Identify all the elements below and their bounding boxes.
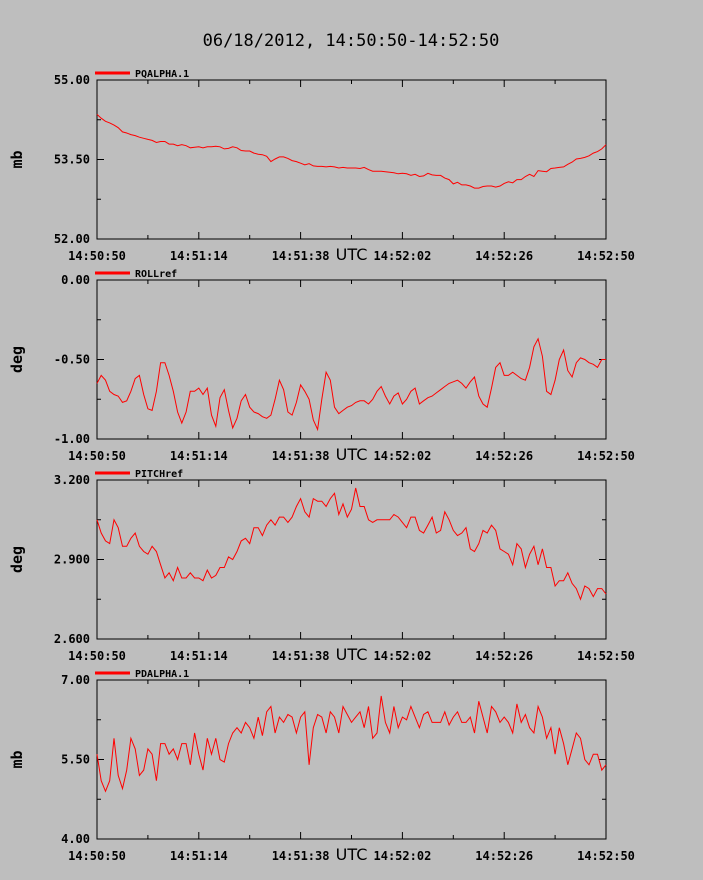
panel-4: 14:50:50 14:51:14 14:51:38 14:52:02 14:52:26… bbox=[8, 669, 635, 864]
y-tick-label: 2.900 bbox=[54, 553, 90, 567]
x-tick-label: 14:51:14 bbox=[170, 249, 228, 263]
legend-label: PITCHref bbox=[135, 469, 183, 480]
legend-label: ROLLref bbox=[135, 269, 177, 280]
x-tick-label: 14:52:26 bbox=[475, 849, 533, 863]
y-tick-label: 5.50 bbox=[61, 753, 90, 767]
plot-frame bbox=[96, 679, 607, 840]
y-tick-label: 52.00 bbox=[54, 232, 90, 246]
legend-label: PDALPHA.1 bbox=[135, 669, 189, 680]
x-tick-label: 14:50:50 bbox=[68, 449, 126, 463]
y-axis-label: deg bbox=[8, 546, 26, 573]
y-axis-label: deg bbox=[8, 346, 26, 373]
series-line bbox=[96, 337, 606, 432]
x-tick-label: 14:52:26 bbox=[475, 449, 533, 463]
x-tick-label: 14:51:14 bbox=[170, 849, 228, 863]
series-line bbox=[96, 695, 607, 793]
x-axis-unit: UTC bbox=[336, 845, 368, 864]
y-tick-label: 2.600 bbox=[54, 632, 90, 646]
x-tick-label: 14:50:50 bbox=[68, 849, 126, 863]
y-axis-label: mb bbox=[8, 150, 26, 168]
plot-frame bbox=[96, 79, 607, 240]
panel-3: 14:50:50 14:51:14 14:51:38 14:52:02 14:52:26… bbox=[8, 469, 635, 664]
y-tick-label: 3.200 bbox=[54, 473, 90, 487]
series-line bbox=[96, 114, 607, 189]
y-tick-label: 55.00 bbox=[54, 73, 90, 87]
x-tick-label: 14:52:02 bbox=[374, 849, 432, 863]
x-tick-label: 14:51:38 bbox=[272, 449, 330, 463]
x-axis-unit: UTC bbox=[336, 645, 368, 664]
x-axis-unit: UTC bbox=[336, 445, 368, 464]
x-tick-label: 14:52:26 bbox=[475, 249, 533, 263]
x-tick-label: 14:51:38 bbox=[272, 849, 330, 863]
chart-panels: 14:50:50 14:51:14 14:51:38 14:52:02 14:52:26… bbox=[8, 69, 635, 864]
plot-frame bbox=[96, 279, 607, 440]
y-tick-label: -0.50 bbox=[54, 353, 90, 367]
y-tick-label: -1.00 bbox=[54, 432, 90, 446]
panel-2: 14:50:50 14:51:14 14:51:38 14:52:02 14:52:26… bbox=[8, 269, 635, 464]
legend-label: PQALPHA.1 bbox=[135, 69, 189, 80]
x-tick-label: 14:52:26 bbox=[475, 649, 533, 663]
chart-title: 06/18/2012, 14:50:50-14:52:50 bbox=[203, 31, 500, 51]
y-axis-label: mb bbox=[8, 750, 26, 768]
x-tick-label: 14:51:38 bbox=[272, 249, 330, 263]
y-tick-label: 7.00 bbox=[61, 673, 90, 687]
y-tick-label: 53.50 bbox=[54, 153, 90, 167]
x-tick-label: 14:52:02 bbox=[374, 249, 432, 263]
x-tick-label: 14:52:50 bbox=[577, 249, 635, 263]
x-axis-unit: UTC bbox=[336, 245, 368, 264]
x-tick-label: 14:51:38 bbox=[272, 649, 330, 663]
series-line bbox=[96, 487, 607, 601]
y-tick-label: 0.00 bbox=[61, 273, 90, 287]
x-tick-label: 14:52:50 bbox=[577, 849, 635, 863]
x-tick-label: 14:52:50 bbox=[577, 649, 635, 663]
x-tick-label: 14:52:02 bbox=[374, 449, 432, 463]
plot-frame bbox=[96, 479, 607, 640]
x-tick-label: 14:51:14 bbox=[170, 449, 228, 463]
x-tick-label: 14:50:50 bbox=[68, 249, 126, 263]
y-tick-label: 4.00 bbox=[61, 832, 90, 846]
x-tick-label: 14:52:02 bbox=[374, 649, 432, 663]
panel-1: 14:50:50 14:51:14 14:51:38 14:52:02 14:52:26… bbox=[8, 69, 635, 264]
x-tick-label: 14:52:50 bbox=[577, 449, 635, 463]
x-tick-label: 14:50:50 bbox=[68, 649, 126, 663]
x-tick-label: 14:51:14 bbox=[170, 649, 228, 663]
